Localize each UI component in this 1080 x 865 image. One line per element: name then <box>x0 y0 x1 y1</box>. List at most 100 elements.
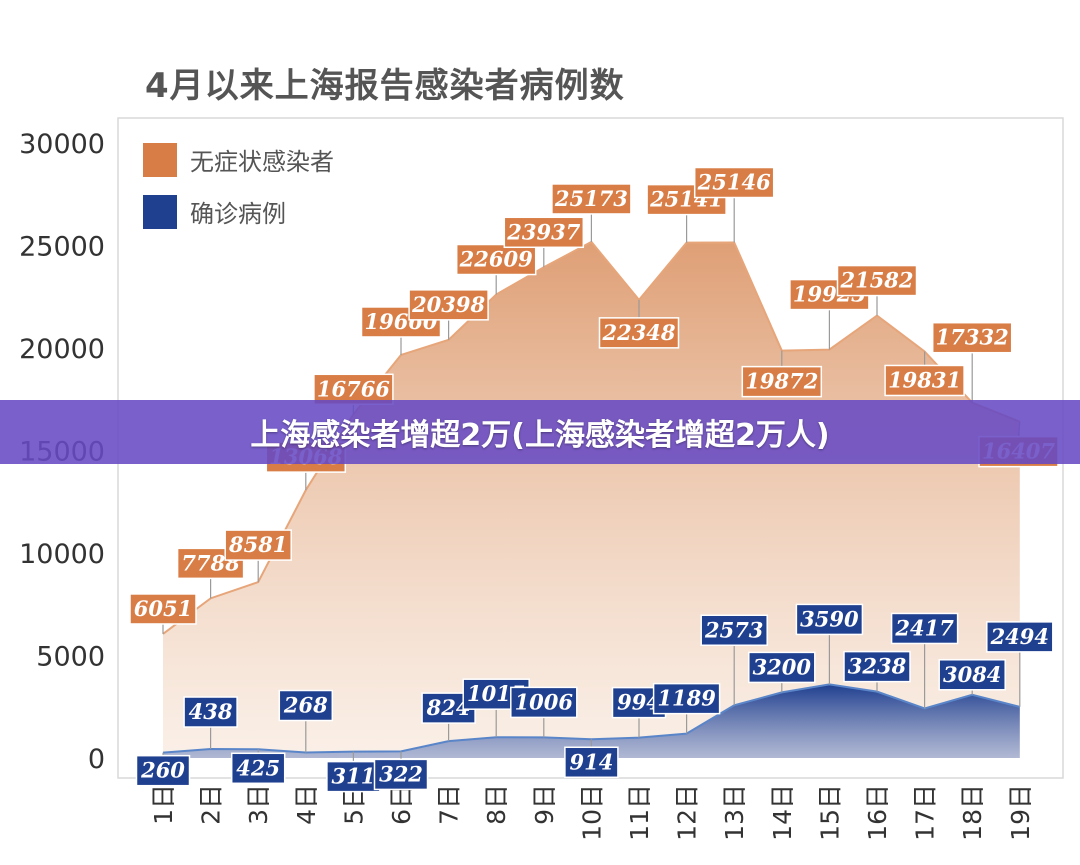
data-label-confirmed-group: 2494 <box>986 621 1054 707</box>
y-tick-label: 5000 <box>36 642 105 673</box>
data-label-asymptomatic-group: 23937 <box>503 216 585 268</box>
data-label-asymptomatic-box <box>455 243 537 276</box>
data-label-confirmed-group: 2573 <box>700 614 768 706</box>
x-tick-label: 16日 <box>863 784 892 841</box>
data-label-confirmed-group: 438 <box>183 696 238 750</box>
data-label-asymptomatic-group: 17332 <box>931 321 1013 403</box>
x-tick-label: 1日 <box>149 784 178 825</box>
data-label-confirmed: 438 <box>189 699 233 724</box>
data-label-asymptomatic-box <box>503 216 585 249</box>
data-label-confirmed-box <box>748 651 816 684</box>
data-label-asymptomatic-box <box>741 365 823 398</box>
data-label-confirmed-group: 3238 <box>843 650 911 692</box>
data-label-confirmed-group: 3084 <box>938 659 1006 695</box>
legend-label-confirmed: 确诊病例 <box>190 200 286 228</box>
banner-text: 上海感染者增超2万(上海感染者增超2万人) <box>250 418 830 453</box>
data-label-confirmed-group: 2417 <box>890 612 959 709</box>
x-tick-label: 9日 <box>530 784 559 825</box>
x-tick-label: 8日 <box>482 784 511 825</box>
data-label-confirmed-box <box>183 696 238 728</box>
data-label-asymptomatic: 23937 <box>506 219 580 244</box>
data-label-confirmed-box <box>230 752 286 785</box>
x-tick-label: 2日 <box>197 784 226 825</box>
data-label-asymptomatic-box <box>224 529 292 561</box>
series-area-confirmed <box>163 684 1020 758</box>
data-label-confirmed: 322 <box>379 761 423 786</box>
data-label-confirmed-group: 268 <box>278 689 334 753</box>
x-tick-label: 11日 <box>625 784 654 841</box>
data-label-asymptomatic-group: 21582 <box>836 264 918 316</box>
chart-title: 4月以来上海报告感染者病例数 <box>145 66 625 106</box>
x-tick-label: 7日 <box>435 784 464 825</box>
data-label-confirmed-group: 914 <box>564 739 619 779</box>
data-label-confirmed: 1189 <box>657 686 716 711</box>
data-label-confirmed-box <box>510 686 578 719</box>
data-label-asymptomatic: 22609 <box>459 247 533 272</box>
data-label-confirmed-box <box>890 612 959 645</box>
legend-swatch-confirmed <box>143 195 177 229</box>
x-tick-label: 13日 <box>720 784 749 841</box>
data-label-confirmed-box <box>326 760 381 793</box>
data-label-asymptomatic-group: 8581 <box>224 529 292 583</box>
data-label-asymptomatic-group: 6051 <box>129 593 197 634</box>
data-label-asymptomatic-group: 25173 <box>551 183 632 242</box>
data-label-asymptomatic-group: 7788 <box>176 547 245 599</box>
data-label-confirmed-group: 425 <box>230 749 286 785</box>
data-label-confirmed: 3084 <box>943 662 1001 687</box>
data-label-confirmed: 2417 <box>894 615 954 640</box>
data-label-asymptomatic-box <box>931 321 1013 354</box>
data-label-asymptomatic: 19872 <box>745 369 818 394</box>
data-label-confirmed-box <box>564 746 619 779</box>
x-tick-label: 15日 <box>815 784 844 841</box>
data-label-confirmed: 914 <box>569 749 613 774</box>
data-label-asymptomatic-box <box>693 166 775 199</box>
data-label-confirmed-box <box>135 754 191 787</box>
x-tick-label: 10日 <box>577 784 606 841</box>
data-label-asymptomatic: 6051 <box>134 596 192 621</box>
data-label-confirmed-box <box>700 614 768 647</box>
data-label-confirmed: 3590 <box>800 606 859 631</box>
data-label-confirmed: 3200 <box>753 654 812 679</box>
data-label-confirmed-box <box>843 650 911 683</box>
legend-swatch-asymptomatic <box>143 143 177 177</box>
data-label-confirmed: 425 <box>236 755 280 780</box>
data-label-asymptomatic: 20398 <box>411 292 485 317</box>
data-label-confirmed-group: 1006 <box>510 686 578 738</box>
data-label-confirmed-group: 3200 <box>748 651 816 693</box>
data-label-confirmed: 311 <box>331 764 375 789</box>
data-label-asymptomatic-group: 19831 <box>884 351 965 397</box>
data-label-confirmed: 1006 <box>515 689 574 714</box>
data-label-asymptomatic: 8581 <box>228 532 287 557</box>
data-label-asymptomatic: 17332 <box>936 325 1009 350</box>
x-tick-label: 4日 <box>292 784 321 825</box>
legend-label-asymptomatic: 无症状感染者 <box>190 148 334 176</box>
y-tick-label: 25000 <box>19 232 105 263</box>
data-label-asymptomatic-box <box>884 364 965 397</box>
x-tick-label: 17日 <box>911 784 940 841</box>
data-label-confirmed: 260 <box>140 758 185 783</box>
data-label-asymptomatic: 21582 <box>839 268 913 293</box>
data-label-confirmed: 2494 <box>990 624 1049 649</box>
data-label-confirmed-box <box>938 659 1006 691</box>
data-label-asymptomatic-box <box>598 317 680 349</box>
data-label-confirmed: 268 <box>283 693 328 718</box>
x-tick-label: 12日 <box>673 784 702 841</box>
x-tick-label: 14日 <box>768 784 797 841</box>
data-label-confirmed-box <box>986 621 1054 653</box>
data-label-asymptomatic-group: 25146 <box>693 166 775 243</box>
data-label-asymptomatic-box <box>836 264 918 297</box>
data-label-confirmed-group: 311 <box>326 751 381 793</box>
title-banner: 上海感染者增超2万(上海感染者增超2万人) <box>0 400 1080 464</box>
data-label-asymptomatic-group: 20398 <box>408 289 489 340</box>
y-tick-label: 30000 <box>19 129 105 160</box>
data-label-asymptomatic: 25173 <box>554 186 628 211</box>
data-label-asymptomatic: 22348 <box>601 320 675 345</box>
x-tick-label: 3日 <box>244 784 273 825</box>
data-label-asymptomatic-box <box>129 593 197 625</box>
data-label-asymptomatic-box <box>551 183 632 215</box>
y-tick-label: 20000 <box>19 334 105 365</box>
data-label-confirmed: 2573 <box>704 617 763 642</box>
data-label-confirmed-group: 260 <box>135 752 191 787</box>
data-label-confirmed-box <box>278 689 334 722</box>
